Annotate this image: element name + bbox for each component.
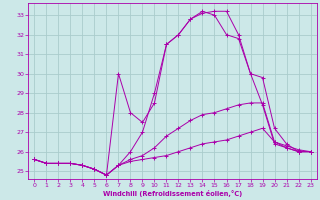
X-axis label: Windchill (Refroidissement éolien,°C): Windchill (Refroidissement éolien,°C) — [103, 190, 242, 197]
